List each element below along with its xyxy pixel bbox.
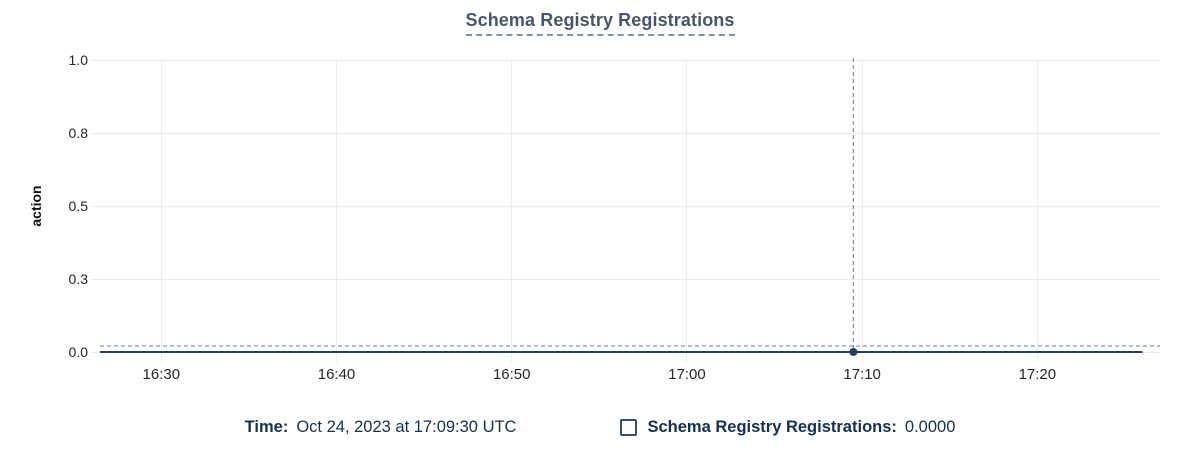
x-gridline	[336, 60, 338, 362]
x-tick-label: 16:30	[142, 366, 181, 383]
tooltip-time-value: Oct 24, 2023 at 17:09:30 UTC	[296, 418, 517, 436]
legend-spacer	[524, 427, 612, 428]
x-tick-label: 17:20	[1018, 366, 1057, 383]
y-gridline	[92, 132, 1160, 134]
chart-title-row: Schema Registry Registrations	[0, 10, 1200, 36]
y-gridline	[92, 59, 1160, 61]
highlighted-data-point[interactable]	[849, 348, 858, 356]
series-checkbox-icon[interactable]	[620, 419, 638, 436]
x-gridline	[160, 60, 162, 362]
y-tick-label: 0.8	[68, 125, 88, 141]
y-tick-label: 0.5	[68, 198, 88, 214]
x-gridline	[861, 60, 863, 362]
y-gridline	[92, 351, 1160, 353]
legend-series-label: Schema Registry Registrations:	[647, 418, 897, 436]
x-tick-label: 17:00	[668, 366, 706, 383]
tooltip-time-label: Time:	[244, 418, 289, 436]
tooltip-legend: Time: Oct 24, 2023 at 17:09:30 UTC Schem…	[0, 418, 1200, 437]
y-tick-label: 1.0	[68, 52, 88, 68]
x-tick-label: 16:40	[317, 366, 356, 383]
y-tick-label: 0.3	[68, 271, 88, 287]
legend-series-value: 0.0000	[904, 418, 956, 436]
y-gridline	[92, 205, 1160, 207]
x-tick-label: 17:10	[843, 366, 881, 383]
y-gridline	[92, 278, 1160, 280]
chart-title[interactable]: Schema Registry Registrations	[465, 10, 735, 36]
x-gridline	[511, 60, 513, 362]
y-tick-label: 0.0	[68, 344, 88, 360]
x-gridline	[1036, 60, 1038, 362]
x-gridline	[686, 60, 688, 362]
x-tick-label: 16:50	[492, 366, 531, 383]
